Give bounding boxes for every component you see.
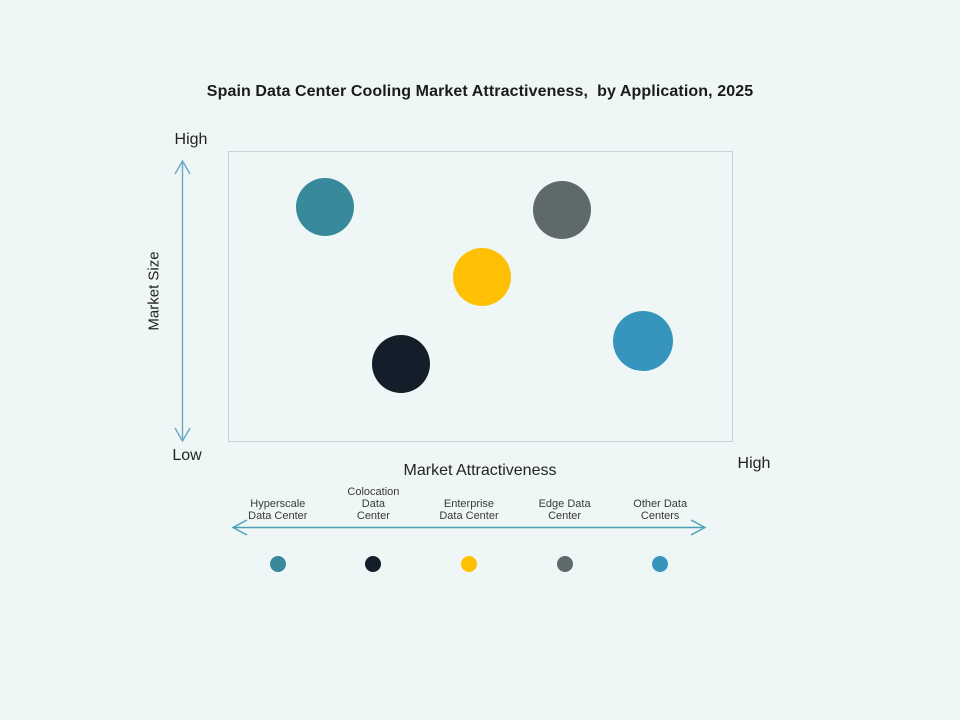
legend-label-colocation-data-center: Colocation Data Center [347, 486, 400, 522]
legend-dot-colocation-data-center [365, 556, 382, 572]
legend-dot-cell-hyperscale-data-center [230, 556, 326, 572]
bubble-colocation-data-center [371, 335, 430, 394]
legend-label-edge-data-center: Edge Data Center [538, 498, 591, 522]
legend-label-enterprise-data-center: Enterprise Data Center [439, 498, 499, 522]
bubble-hyperscale-data-center [295, 178, 354, 237]
legend-dot-cell-edge-data-center [517, 556, 613, 572]
legend-label-hyperscale-data-center: Hyperscale Data Center [248, 498, 308, 522]
legend-dot-cell-colocation-data-center [326, 556, 422, 572]
legend-dots [230, 556, 708, 572]
bubble-enterprise-data-center [452, 248, 511, 307]
plot-area [228, 151, 733, 442]
legend-dot-other-data-centers [652, 556, 669, 572]
legend-dot-hyperscale-data-center [269, 556, 286, 572]
x-axis-title: Market Attractiveness [403, 462, 557, 479]
bubble-other-data-centers [613, 311, 674, 372]
legend-axis-arrow [231, 519, 707, 536]
legend-label-other-data-centers: Other Data Centers [633, 498, 688, 522]
legend-dot-edge-data-center [556, 556, 573, 572]
x-axis-high-label: High [737, 455, 771, 472]
legend-dot-enterprise-data-center [460, 556, 477, 572]
y-axis-title: Market Size [145, 251, 163, 331]
legend-dot-cell-enterprise-data-center [421, 556, 517, 572]
y-axis-arrow [174, 159, 191, 443]
legend-dot-cell-other-data-centers [612, 556, 708, 572]
y-axis-low-label: Low [172, 447, 202, 464]
bubble-edge-data-center [533, 181, 592, 240]
chart-title: Spain Data Center Cooling Market Attract… [206, 83, 754, 100]
legend-labels: Hyperscale Data Center Colocation Data Cente… [230, 484, 708, 522]
y-axis-high-label: High [174, 131, 208, 148]
